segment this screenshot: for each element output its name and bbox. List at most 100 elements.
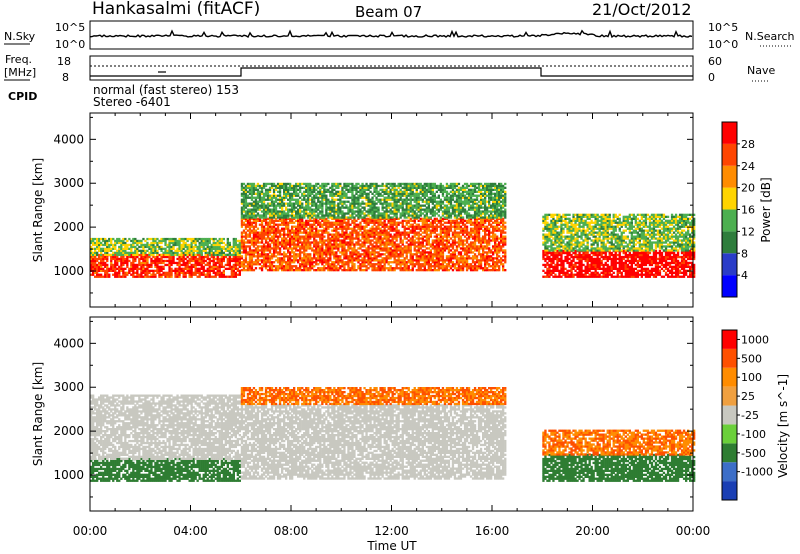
- range-gate-cell: [132, 239, 135, 243]
- range-gate-cell: [264, 188, 268, 191]
- range-gate-cell: [152, 259, 155, 263]
- range-gate-cell: [220, 265, 223, 268]
- range-gate-cell: [443, 247, 447, 250]
- range-gate-cell: [375, 259, 378, 262]
- range-gate-cell: [220, 275, 223, 278]
- range-gate-cell: [283, 219, 286, 222]
- range-gate-cell: [477, 259, 481, 262]
- range-gate-cell: [190, 251, 193, 254]
- range-gate-cell: [401, 219, 404, 222]
- range-gate-cell: [194, 259, 197, 263]
- range-gate-cell: [154, 237, 157, 241]
- range-gate-cell: [419, 225, 422, 228]
- range-gate-cell: [375, 219, 378, 222]
- range-gate-cell: [347, 245, 350, 248]
- range-gate-cell: [349, 247, 352, 250]
- range-gate-cell: [385, 231, 388, 234]
- range-gate-cell: [369, 202, 372, 205]
- range-gate-cell: [262, 227, 266, 230]
- range-gate-cell: [467, 267, 471, 270]
- range-gate-cell: [309, 237, 312, 240]
- range-gate-cell: [349, 257, 352, 260]
- range-gate-cell: [399, 269, 402, 272]
- range-gate-cell: [379, 216, 382, 219]
- range-gate-cell: [299, 200, 302, 203]
- range-gate-cell: [349, 188, 352, 191]
- range-gate-cell: [256, 233, 260, 236]
- range-gate-cell: [471, 247, 475, 250]
- range-gate-cell: [154, 255, 157, 259]
- range-gate-cell: [276, 212, 280, 215]
- range-gate-cell: [168, 257, 171, 261]
- range-gate-cell: [339, 202, 342, 205]
- range-gate-cell: [417, 255, 420, 258]
- range-gate-cell: [473, 227, 477, 230]
- range-gate-cell: [425, 231, 428, 234]
- range-gate-cell: [411, 225, 414, 228]
- range-gate-cell: [333, 251, 336, 254]
- range-gate-cell: [264, 221, 268, 224]
- range-gate-cell: [285, 239, 288, 242]
- freq-right-tick-bottom: 0: [708, 71, 715, 84]
- range-gate-cell: [222, 275, 225, 278]
- range-gate-cell: [303, 190, 306, 193]
- range-gate-cell: [353, 269, 356, 272]
- range-gate-cell: [307, 223, 310, 226]
- range-gate-cell: [142, 253, 145, 256]
- range-gate-cell: [455, 231, 459, 234]
- range-gate-cell: [391, 251, 394, 254]
- range-gate-cell: [262, 216, 266, 219]
- range-gate-cell: [162, 239, 165, 243]
- range-gate-cell: [405, 265, 408, 268]
- range-gate-cell: [331, 225, 334, 228]
- range-gate-cell: [274, 243, 278, 246]
- range-gate-cell: [349, 241, 352, 244]
- range-gate-cell: [258, 206, 262, 209]
- range-gate-cell: [421, 259, 424, 262]
- range-gate-cell: [252, 269, 256, 272]
- range-gate-cell: [301, 204, 304, 207]
- range-gate-cell: [435, 251, 438, 254]
- range-gate-cell: [365, 235, 368, 238]
- range-gate-cell: [94, 275, 97, 278]
- range-gate-cell: [351, 214, 354, 217]
- range-gate-cell: [449, 227, 453, 230]
- range-gate-cell: [492, 237, 495, 240]
- range-gate-cell: [351, 200, 354, 203]
- range-gate-cell: [309, 194, 312, 197]
- range-gate-cell: [351, 198, 354, 201]
- range-gate-cell: [357, 225, 360, 228]
- range-gate-cell: [437, 221, 440, 224]
- range-gate-cell: [178, 243, 181, 247]
- range-gate-cell: [126, 273, 129, 276]
- range-gate-cell: [321, 259, 324, 262]
- range-gate-cell: [240, 243, 244, 246]
- range-gate-cell: [283, 204, 286, 207]
- range-gate-cell: [377, 259, 380, 262]
- range-gate-cell: [254, 259, 258, 262]
- range-gate-cell: [303, 206, 306, 209]
- range-gate-cell: [411, 257, 414, 260]
- range-gate-cell: [345, 223, 348, 226]
- range-gate-cell: [208, 249, 211, 252]
- range-gate-cell: [451, 261, 455, 264]
- range-gate-cell: [144, 267, 147, 270]
- range-gate-cell: [130, 265, 133, 268]
- range-gate-cell: [447, 239, 451, 242]
- range-gate-cell: [309, 261, 312, 264]
- range-gate-cell: [423, 261, 426, 264]
- range-gate-cell: [291, 208, 294, 211]
- range-gate-cell: [429, 267, 432, 270]
- range-gate-cell: [409, 231, 412, 234]
- range-gate-cell: [469, 229, 473, 232]
- range-gate-cell: [226, 249, 229, 252]
- range-gate-cell: [158, 271, 161, 274]
- noise-panel-frame: [89, 20, 694, 50]
- range-gate-cell: [136, 243, 139, 247]
- range-gate-cell: [343, 192, 346, 195]
- range-gate-cell: [297, 239, 300, 242]
- range-gate-cell: [415, 249, 418, 252]
- range-gate-cell: [379, 219, 382, 222]
- range-gate-cell: [365, 186, 368, 189]
- range-gate-cell: [369, 200, 372, 203]
